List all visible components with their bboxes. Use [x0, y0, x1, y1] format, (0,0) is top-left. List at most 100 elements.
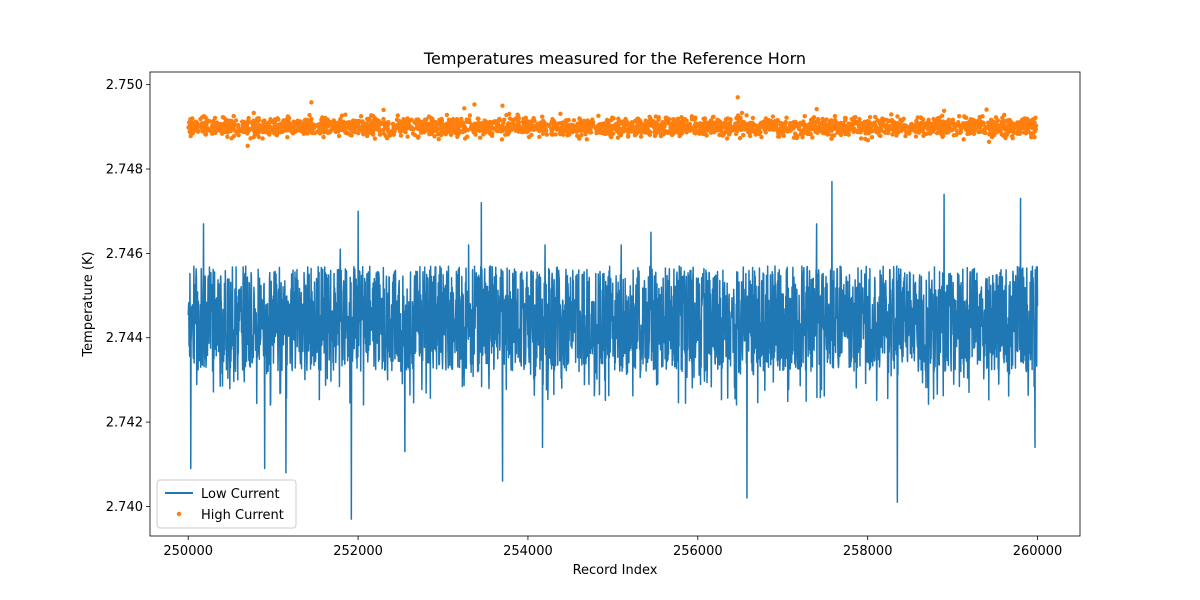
high-current-point — [573, 125, 578, 131]
high-current-point — [739, 127, 744, 133]
high-current-point — [193, 119, 198, 125]
high-current-point — [620, 121, 625, 126]
high-current-point — [636, 124, 642, 130]
high-current-point — [257, 126, 262, 131]
high-current-point — [1002, 112, 1007, 118]
high-current-point — [243, 129, 248, 134]
high-current-point — [921, 123, 926, 128]
high-current-point — [218, 126, 224, 132]
data-layer — [186, 95, 1039, 520]
high-current-point — [962, 122, 967, 128]
high-current-point — [405, 134, 410, 139]
high-current-outlier-point — [735, 95, 740, 100]
x-axis-label: Record Index — [573, 563, 658, 578]
high-current-point — [233, 129, 238, 134]
high-current-point — [289, 122, 294, 128]
high-current-point — [553, 132, 558, 137]
high-current-point — [904, 129, 910, 135]
y-tick-label: 2.748 — [106, 163, 143, 178]
high-current-point — [544, 132, 550, 137]
high-current-point — [529, 122, 534, 127]
high-current-point — [611, 116, 616, 121]
high-current-point — [286, 115, 292, 121]
high-current-point — [448, 130, 454, 136]
high-current-point — [338, 119, 343, 124]
high-current-point — [285, 126, 291, 131]
high-current-point — [434, 125, 440, 131]
high-current-point — [274, 132, 280, 138]
high-current-point — [256, 117, 261, 123]
high-current-point — [1020, 117, 1025, 122]
high-current-point — [784, 115, 789, 120]
high-current-point — [1030, 119, 1035, 125]
high-current-point — [436, 136, 441, 142]
high-current-point — [829, 125, 834, 131]
high-current-point — [742, 122, 748, 128]
high-current-point — [222, 115, 227, 121]
high-current-point — [1006, 128, 1012, 134]
high-current-point — [454, 130, 459, 135]
high-current-point — [226, 122, 232, 127]
high-current-point — [857, 117, 862, 122]
high-current-point — [823, 122, 829, 127]
high-current-point — [1030, 131, 1036, 136]
high-current-point — [956, 114, 962, 119]
high-current-outlier-point — [500, 103, 505, 108]
high-current-point — [195, 127, 201, 133]
high-current-point — [632, 133, 638, 138]
high-current-outlier-point — [472, 102, 477, 107]
high-current-point — [821, 130, 827, 136]
high-current-point — [877, 132, 882, 138]
high-current-point — [507, 121, 513, 126]
high-current-point — [934, 130, 940, 136]
high-current-point — [358, 114, 364, 119]
high-current-outlier-point — [309, 100, 314, 105]
high-current-point — [424, 117, 429, 122]
high-current-point — [1004, 132, 1010, 138]
high-current-point — [483, 123, 488, 129]
high-current-point — [999, 123, 1004, 128]
high-current-point — [586, 119, 591, 124]
high-current-point — [398, 124, 403, 130]
high-current-point — [371, 114, 376, 119]
high-current-point — [804, 126, 809, 131]
high-current-point — [728, 129, 733, 135]
high-current-outlier-point — [381, 107, 386, 113]
high-current-point — [487, 125, 493, 130]
high-current-point — [637, 118, 643, 123]
high-current-point — [499, 137, 505, 142]
high-current-point — [462, 136, 468, 141]
high-current-point — [227, 128, 232, 134]
high-current-point — [815, 117, 821, 122]
high-current-point — [782, 121, 788, 126]
high-current-point — [977, 114, 982, 120]
high-current-point — [540, 131, 546, 137]
high-current-point — [681, 125, 686, 131]
high-current-point — [251, 110, 256, 116]
high-current-point — [537, 134, 542, 140]
high-current-point — [954, 132, 959, 137]
high-current-point — [873, 114, 878, 120]
high-current-point — [902, 126, 907, 132]
high-current-point — [339, 113, 345, 118]
high-current-point — [579, 132, 584, 138]
high-current-point — [276, 117, 281, 122]
high-current-point — [661, 122, 666, 128]
high-current-point — [653, 114, 658, 119]
high-current-point — [886, 124, 892, 129]
high-current-point — [587, 130, 593, 135]
high-current-point — [434, 121, 439, 127]
high-current-point — [303, 126, 309, 132]
high-current-point — [771, 127, 776, 132]
high-current-point — [462, 124, 467, 129]
high-current-point — [851, 129, 856, 134]
high-current-point — [747, 133, 753, 139]
high-current-point — [885, 128, 890, 134]
high-current-point — [748, 124, 753, 129]
high-current-point — [931, 116, 936, 122]
high-current-point — [541, 118, 546, 124]
high-current-point — [704, 133, 709, 138]
high-current-point — [513, 128, 518, 133]
high-current-point — [890, 132, 895, 137]
